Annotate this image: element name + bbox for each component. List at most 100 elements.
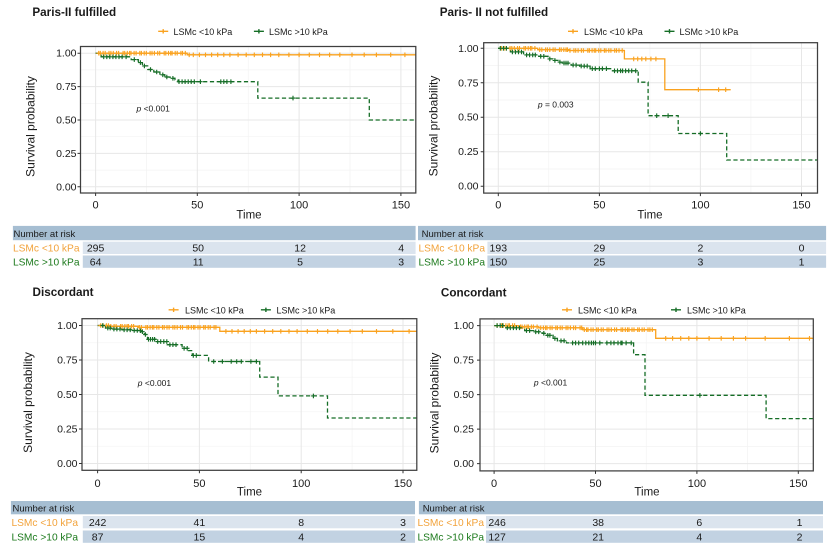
svg-text:150: 150 (789, 478, 807, 490)
svg-text:Survival probability: Survival probability (428, 353, 442, 454)
svg-text:0.75: 0.75 (57, 355, 78, 367)
svg-text:50: 50 (192, 243, 204, 255)
svg-text:0.75: 0.75 (454, 355, 475, 367)
svg-text:0.00: 0.00 (454, 458, 475, 470)
svg-text:LSMc <10 kPa: LSMc <10 kPa (417, 518, 484, 529)
svg-text:2: 2 (400, 531, 406, 543)
svg-text:64: 64 (90, 256, 102, 268)
svg-text:3: 3 (400, 517, 406, 529)
svg-text:1.00: 1.00 (454, 320, 475, 332)
svg-text:8: 8 (298, 517, 304, 529)
svg-text:87: 87 (92, 531, 104, 543)
svg-text:4: 4 (398, 243, 404, 255)
svg-text:Paris-II fulfilled: Paris-II fulfilled (32, 6, 116, 19)
svg-text:295: 295 (87, 243, 105, 255)
svg-text:50: 50 (589, 478, 601, 490)
svg-text:Time: Time (237, 486, 262, 498)
svg-text:193: 193 (490, 243, 508, 255)
svg-text:21: 21 (592, 531, 604, 543)
svg-text:0.00: 0.00 (56, 181, 77, 193)
svg-text:LSMc <10 kPa: LSMc <10 kPa (185, 305, 244, 315)
svg-text:0.50: 0.50 (56, 115, 77, 127)
svg-text:50: 50 (193, 478, 205, 490)
svg-text:0: 0 (95, 478, 101, 490)
svg-text:LSMc >10 kPa: LSMc >10 kPa (13, 257, 80, 268)
svg-text:p <0.001: p <0.001 (137, 378, 172, 388)
svg-text:5: 5 (297, 256, 303, 268)
svg-text:3: 3 (697, 256, 703, 268)
svg-text:0.25: 0.25 (57, 424, 78, 436)
svg-text:15: 15 (194, 531, 206, 543)
svg-text:LSMc <10 kPa: LSMc <10 kPa (584, 27, 643, 37)
svg-text:p = 0.003: p = 0.003 (537, 100, 574, 110)
svg-text:11: 11 (193, 256, 204, 268)
svg-text:50: 50 (593, 200, 605, 212)
svg-text:150: 150 (490, 256, 508, 268)
svg-text:LSMc <10 kPa: LSMc <10 kPa (578, 305, 637, 315)
svg-text:LSMc >10 kPa: LSMc >10 kPa (417, 532, 484, 543)
svg-text:LSMc <10 kPa: LSMc <10 kPa (418, 244, 485, 255)
svg-text:0.75: 0.75 (458, 77, 479, 89)
svg-text:LSMc >10 kPa: LSMc >10 kPa (269, 27, 328, 37)
svg-text:2: 2 (697, 243, 703, 255)
svg-text:Number at risk: Number at risk (13, 503, 75, 514)
svg-text:LSMc <10 kPa: LSMc <10 kPa (11, 518, 78, 529)
svg-text:100: 100 (688, 478, 706, 490)
svg-text:p <0.001: p <0.001 (533, 378, 568, 388)
svg-text:41: 41 (194, 517, 206, 529)
svg-text:4: 4 (298, 531, 304, 543)
svg-text:0.50: 0.50 (454, 389, 475, 401)
svg-text:LSMc >10 kPa: LSMc >10 kPa (687, 305, 746, 315)
svg-text:1.00: 1.00 (57, 320, 78, 332)
svg-text:LSMc <10 kPa: LSMc <10 kPa (174, 27, 233, 37)
svg-text:29: 29 (594, 243, 606, 255)
svg-text:0.25: 0.25 (454, 424, 475, 436)
svg-text:1.00: 1.00 (56, 48, 77, 60)
svg-text:246: 246 (488, 517, 506, 529)
svg-text:Time: Time (637, 209, 662, 221)
svg-text:150: 150 (394, 478, 412, 490)
svg-text:0.25: 0.25 (56, 148, 77, 160)
svg-text:0: 0 (495, 200, 501, 212)
svg-text:6: 6 (696, 517, 702, 529)
svg-text:Discordant: Discordant (33, 286, 94, 299)
svg-text:Time: Time (236, 209, 261, 221)
svg-text:Paris- II not fulfilled: Paris- II not fulfilled (440, 6, 548, 19)
svg-text:127: 127 (488, 531, 506, 543)
svg-text:0.25: 0.25 (458, 146, 479, 158)
svg-text:0: 0 (799, 243, 805, 255)
svg-text:3: 3 (398, 256, 404, 268)
svg-text:LSMc >10 kPa: LSMc >10 kPa (11, 532, 78, 543)
svg-text:100: 100 (691, 200, 709, 212)
svg-text:Number at risk: Number at risk (423, 503, 485, 514)
svg-text:2: 2 (797, 531, 803, 543)
svg-text:0.50: 0.50 (57, 389, 78, 401)
svg-text:Time: Time (634, 486, 659, 498)
svg-text:0.00: 0.00 (57, 458, 78, 470)
svg-text:0: 0 (93, 200, 99, 212)
svg-text:LSMc >10 kPa: LSMc >10 kPa (680, 27, 739, 37)
svg-text:38: 38 (592, 517, 604, 529)
svg-text:Number at risk: Number at risk (14, 229, 76, 240)
svg-text:Concordant: Concordant (441, 287, 507, 300)
svg-text:Number at risk: Number at risk (422, 229, 484, 240)
svg-text:LSMc >10 kPa: LSMc >10 kPa (277, 305, 336, 315)
svg-text:Survival probability: Survival probability (21, 352, 35, 453)
svg-text:150: 150 (792, 200, 810, 212)
svg-text:Survival probability: Survival probability (23, 76, 37, 177)
svg-text:0.50: 0.50 (458, 112, 479, 124)
svg-text:p <0.001: p <0.001 (136, 103, 171, 113)
svg-text:150: 150 (392, 200, 410, 212)
svg-text:LSMc >10 kPa: LSMc >10 kPa (418, 257, 485, 268)
svg-text:25: 25 (594, 256, 606, 268)
svg-text:Survival probability: Survival probability (427, 76, 441, 177)
svg-text:0: 0 (491, 478, 497, 490)
svg-text:1: 1 (799, 256, 805, 268)
svg-text:1.00: 1.00 (458, 43, 479, 55)
svg-text:12: 12 (294, 243, 306, 255)
svg-text:4: 4 (696, 531, 702, 543)
svg-text:50: 50 (191, 200, 203, 212)
svg-text:0.75: 0.75 (56, 81, 77, 93)
svg-text:100: 100 (292, 478, 310, 490)
svg-text:242: 242 (89, 517, 107, 529)
